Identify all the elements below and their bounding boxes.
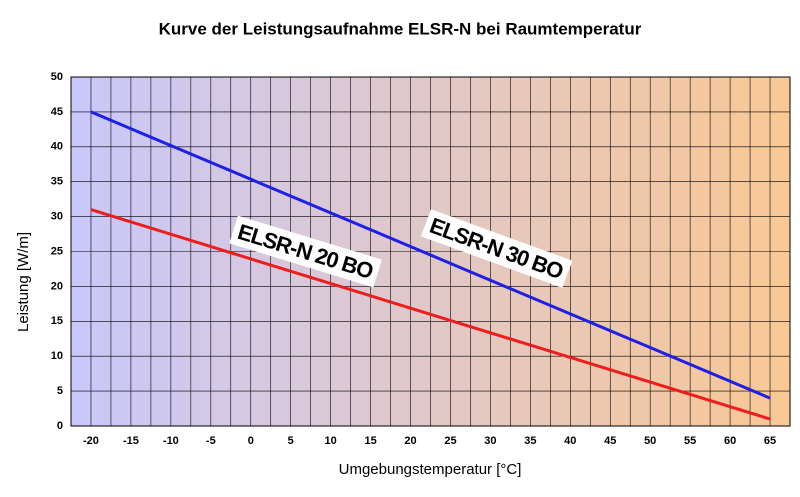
x-tick-label: -5 — [206, 435, 216, 447]
series-line — [90, 208, 771, 421]
x-tick-label: 15 — [364, 435, 376, 447]
x-tick-label: -15 — [123, 435, 139, 447]
x-tick-label: 0 — [248, 435, 254, 447]
x-tick-label: 10 — [325, 435, 337, 447]
x-tick-label: 25 — [444, 435, 456, 447]
y-tick-label: 0 — [57, 420, 63, 432]
label-box — [420, 209, 573, 288]
y-tick-label: 45 — [51, 106, 63, 118]
x-tick-label: 5 — [288, 435, 294, 447]
x-tick-label: 35 — [524, 435, 536, 447]
x-tick-label: 65 — [764, 435, 776, 447]
x-axis-label: Umgebungstemperatur [°C] — [339, 461, 522, 478]
y-tick-label: 15 — [51, 315, 63, 327]
x-tick-label: -10 — [163, 435, 179, 447]
x-tick-label: 60 — [724, 435, 736, 447]
y-tick-label: 20 — [51, 280, 63, 292]
x-tick-label: -20 — [83, 435, 99, 447]
y-tick-label: 35 — [51, 176, 63, 188]
x-tick-label: 50 — [644, 435, 656, 447]
y-tick-label: 30 — [51, 211, 63, 223]
x-tick-label: 45 — [604, 435, 616, 447]
x-tick-label: 55 — [684, 435, 696, 447]
y-tick-label: 25 — [51, 245, 63, 257]
y-tick-label: 10 — [51, 350, 63, 362]
y-tick-label: 40 — [51, 141, 63, 153]
y-axis-label: Leistung [W/m] — [15, 232, 32, 332]
chart-title: Kurve der Leistungsaufnahme ELSR-N bei R… — [159, 19, 642, 38]
y-tick-label: 5 — [57, 385, 63, 397]
series-line — [90, 110, 771, 400]
y-tick-label: 50 — [51, 71, 63, 83]
x-tick-label: 40 — [564, 435, 576, 447]
plot-border — [70, 76, 791, 427]
x-tick-label: 20 — [404, 435, 416, 447]
label-box — [229, 215, 382, 288]
x-tick-label: 30 — [484, 435, 496, 447]
